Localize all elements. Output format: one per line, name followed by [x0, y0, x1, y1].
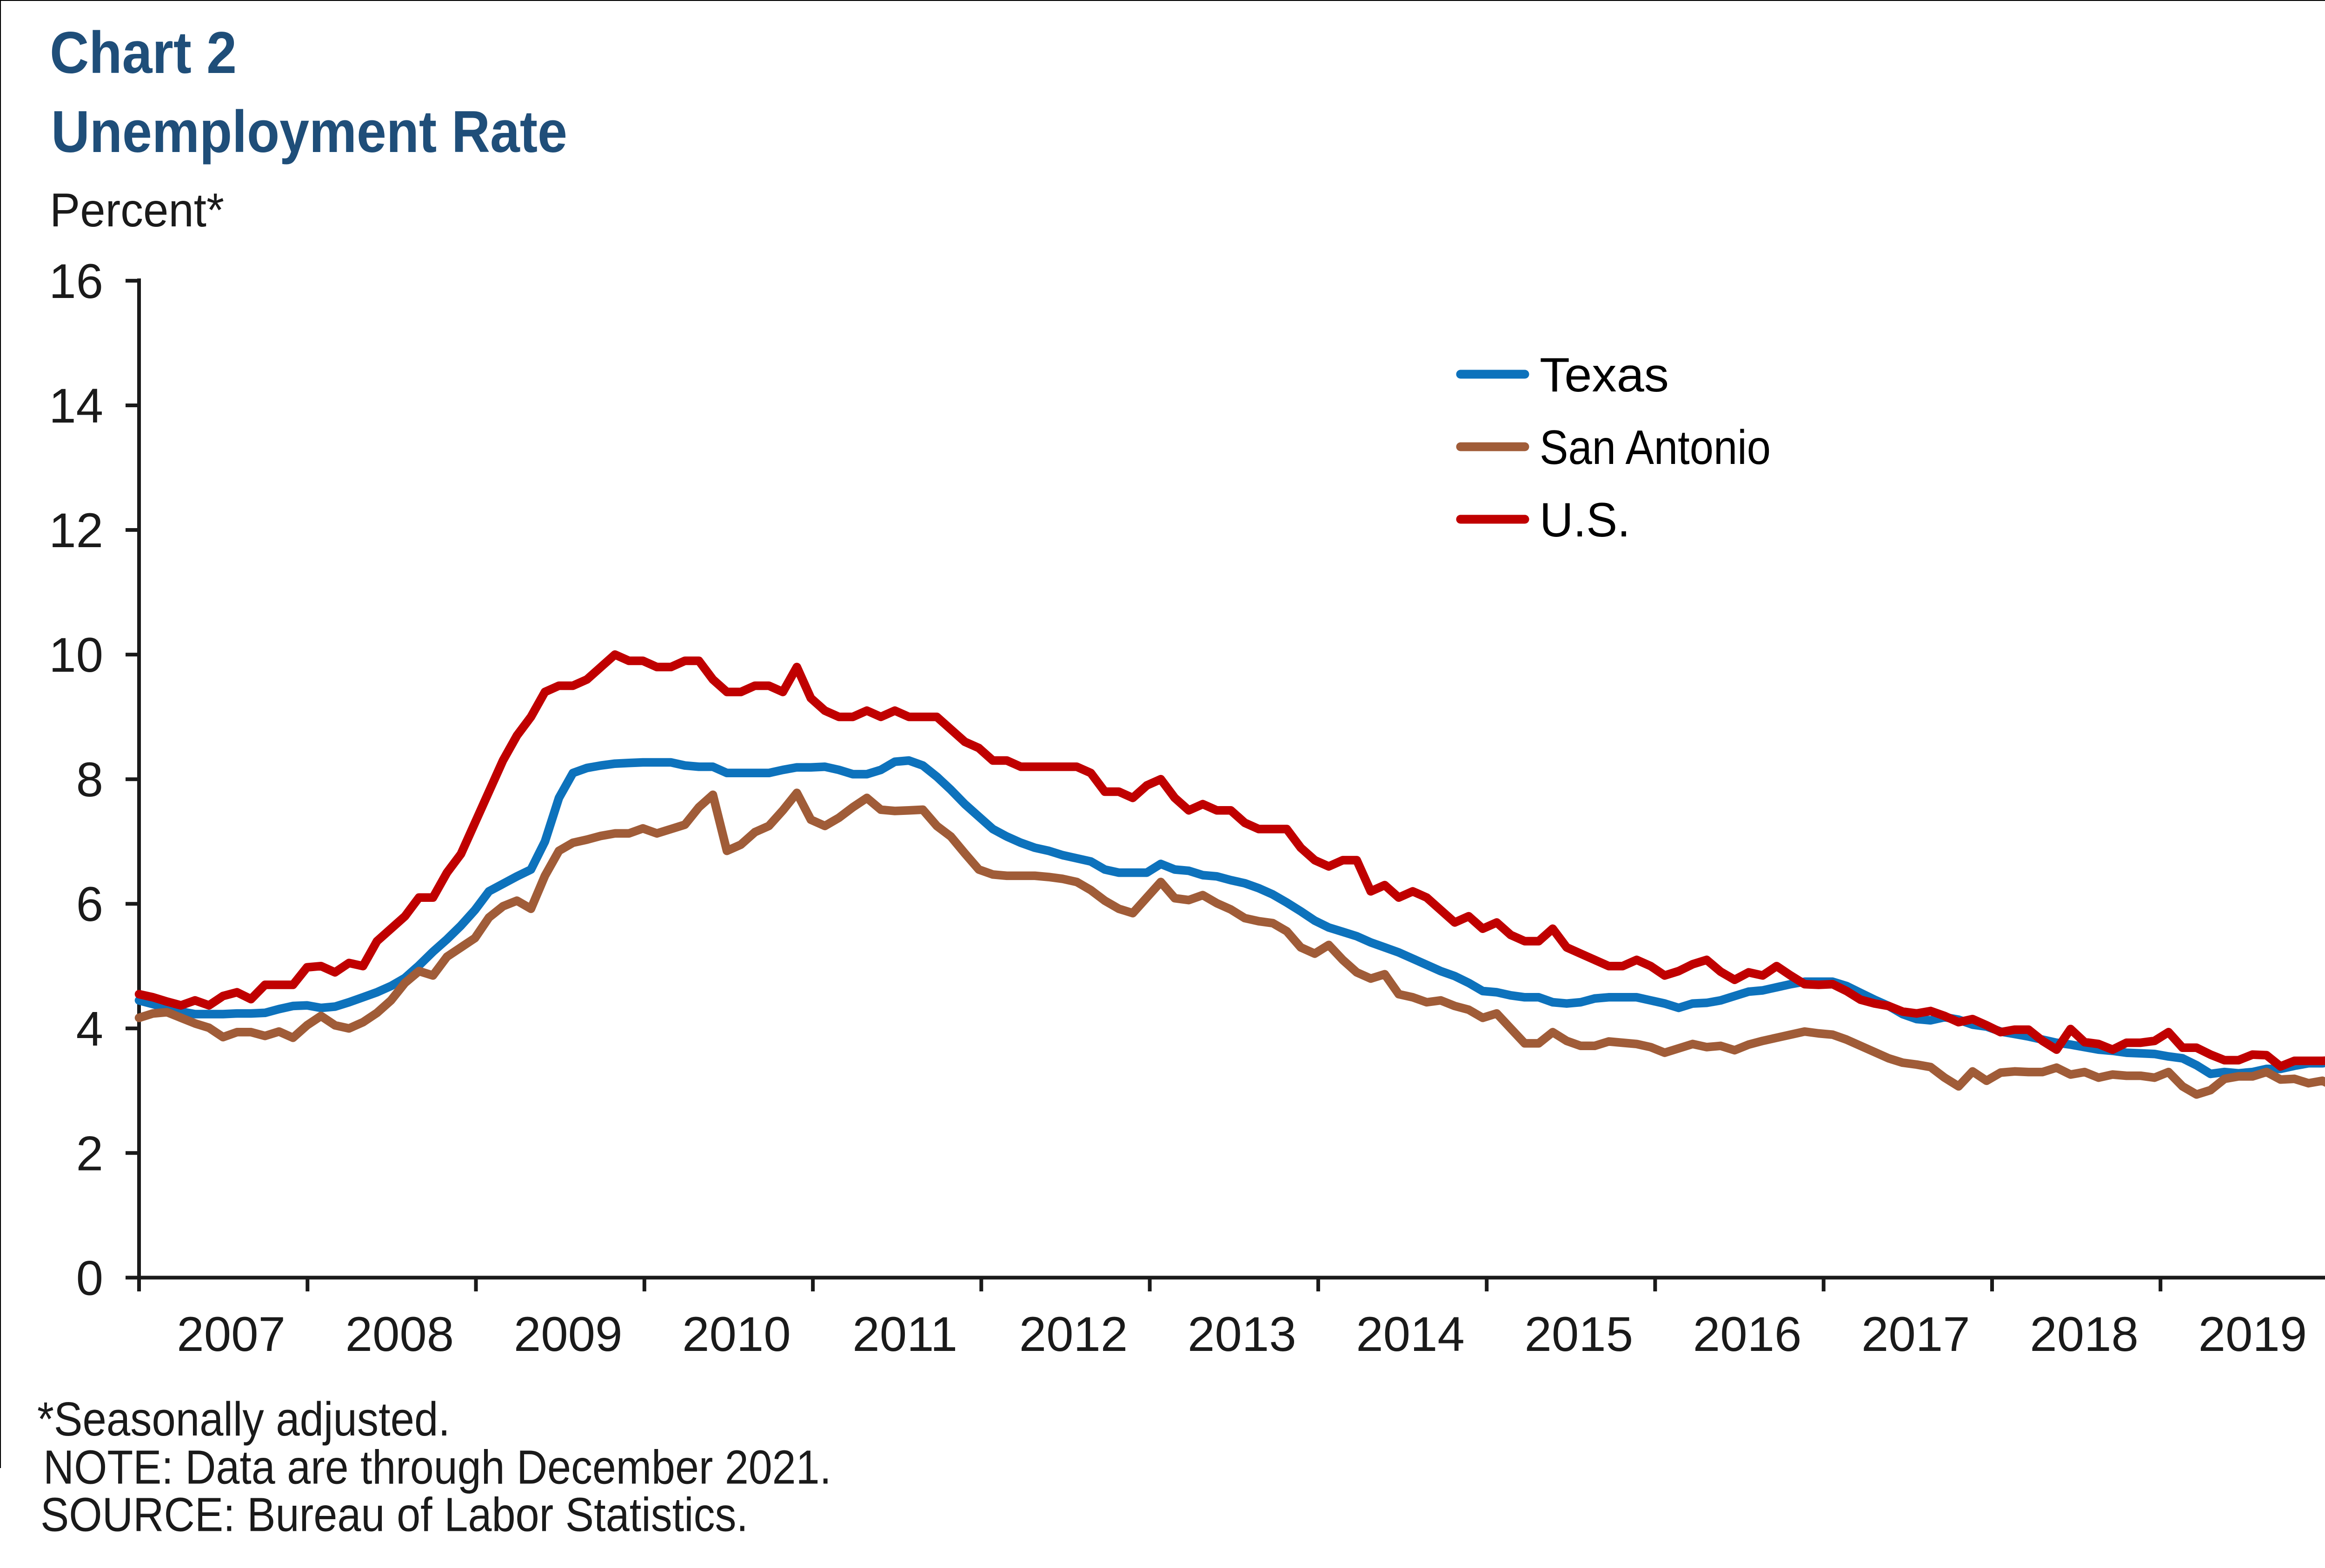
svg-text:2014: 2014 [1356, 1307, 1465, 1362]
svg-text:2015: 2015 [1525, 1307, 1634, 1362]
svg-text:6: 6 [76, 877, 103, 932]
svg-text:*Seasonally adjusted.: *Seasonally adjusted. [37, 1392, 450, 1446]
svg-text:2017: 2017 [1861, 1307, 1970, 1362]
svg-text:8: 8 [76, 753, 103, 807]
svg-text:2018: 2018 [2030, 1307, 2139, 1362]
svg-text:0: 0 [76, 1251, 103, 1305]
svg-text:SOURCE: Bureau of Labor Statis: SOURCE: Bureau of Labor Statistics. [40, 1488, 748, 1542]
svg-text:Unemployment Rate: Unemployment Rate [51, 99, 567, 165]
svg-text:Chart 2: Chart 2 [50, 20, 237, 86]
svg-text:U.S.: U.S. [1540, 493, 1630, 547]
svg-text:4: 4 [76, 1002, 103, 1056]
svg-text:2010: 2010 [682, 1307, 791, 1362]
svg-text:2007: 2007 [177, 1307, 286, 1362]
svg-text:2012: 2012 [1019, 1307, 1128, 1362]
svg-text:2011: 2011 [852, 1307, 957, 1362]
svg-text:Texas: Texas [1540, 348, 1669, 402]
svg-text:San Antonio: San Antonio [1540, 421, 1771, 475]
svg-text:2013: 2013 [1188, 1307, 1296, 1362]
svg-text:2008: 2008 [345, 1307, 454, 1362]
svg-text:12: 12 [49, 503, 103, 558]
svg-text:14: 14 [49, 379, 103, 433]
svg-text:2: 2 [76, 1126, 103, 1181]
svg-text:NOTE: Data are through Decembe: NOTE: Data are through December 2021. [43, 1441, 831, 1494]
svg-text:2009: 2009 [514, 1307, 623, 1362]
svg-text:10: 10 [49, 628, 103, 682]
svg-text:2019: 2019 [2199, 1307, 2307, 1362]
svg-text:Percent*: Percent* [50, 184, 224, 237]
svg-text:16: 16 [49, 254, 103, 309]
svg-text:2016: 2016 [1693, 1307, 1802, 1362]
